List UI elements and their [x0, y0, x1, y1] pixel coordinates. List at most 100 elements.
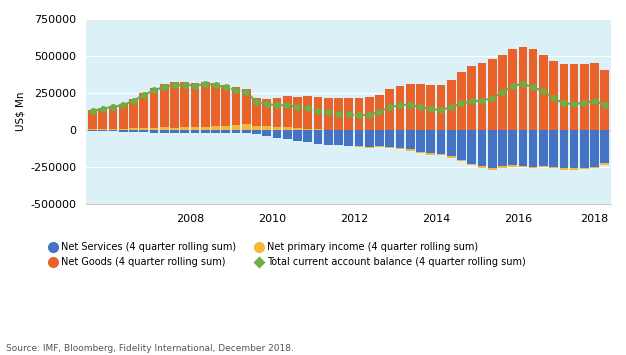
Bar: [488, 59, 496, 130]
Bar: [242, 89, 250, 124]
Bar: [273, 98, 281, 127]
Bar: [560, 64, 568, 130]
Bar: [467, 164, 476, 165]
Bar: [201, 130, 210, 133]
Bar: [180, 82, 189, 127]
Bar: [396, 148, 404, 149]
Bar: [386, 130, 394, 147]
Bar: [129, 130, 138, 132]
Bar: [109, 106, 118, 129]
Bar: [293, 130, 302, 141]
Bar: [518, 47, 527, 130]
Bar: [314, 97, 322, 129]
Bar: [180, 130, 189, 133]
Bar: [119, 104, 128, 129]
Bar: [232, 130, 240, 133]
Bar: [570, 168, 578, 170]
Bar: [354, 98, 363, 130]
Bar: [590, 64, 599, 130]
Bar: [560, 168, 568, 170]
Bar: [334, 130, 343, 145]
Bar: [314, 129, 322, 130]
Bar: [293, 129, 302, 130]
Bar: [170, 128, 179, 130]
Bar: [375, 94, 384, 130]
Bar: [600, 163, 609, 165]
Bar: [518, 130, 527, 166]
Bar: [98, 130, 107, 131]
Bar: [436, 130, 445, 154]
Bar: [344, 98, 353, 130]
Bar: [314, 130, 322, 144]
Bar: [344, 146, 353, 147]
Bar: [488, 168, 496, 170]
Bar: [426, 130, 435, 153]
Bar: [570, 130, 578, 168]
Bar: [88, 110, 97, 130]
Bar: [508, 165, 517, 166]
Bar: [457, 130, 466, 160]
Bar: [549, 167, 558, 168]
Bar: [222, 85, 230, 126]
Bar: [232, 125, 240, 130]
Bar: [600, 130, 609, 163]
Bar: [416, 84, 425, 130]
Bar: [252, 98, 261, 126]
Bar: [140, 130, 148, 132]
Bar: [344, 130, 353, 146]
Bar: [109, 129, 118, 130]
Bar: [119, 130, 128, 132]
Bar: [140, 93, 148, 128]
Bar: [498, 166, 506, 168]
Bar: [201, 82, 210, 127]
Bar: [529, 49, 538, 130]
Bar: [478, 130, 486, 166]
Bar: [232, 87, 240, 125]
Bar: [498, 55, 506, 130]
Bar: [406, 149, 414, 151]
Bar: [262, 130, 271, 136]
Bar: [600, 70, 609, 130]
Bar: [590, 130, 599, 167]
Bar: [334, 98, 343, 130]
Bar: [242, 130, 250, 133]
Bar: [191, 83, 199, 127]
Bar: [549, 130, 558, 167]
Bar: [324, 98, 332, 130]
Bar: [416, 152, 425, 153]
Bar: [242, 124, 250, 130]
Bar: [426, 153, 435, 155]
Bar: [109, 130, 118, 131]
Bar: [386, 147, 394, 148]
Bar: [170, 82, 179, 128]
Legend: Net Services (4 quarter rolling sum), Net Goods (4 quarter rolling sum), Net pri: Net Services (4 quarter rolling sum), Ne…: [49, 242, 526, 267]
Bar: [262, 99, 271, 126]
Bar: [467, 66, 476, 130]
Bar: [211, 126, 220, 130]
Bar: [529, 130, 538, 167]
Bar: [406, 130, 414, 149]
Bar: [580, 64, 588, 130]
Bar: [375, 130, 384, 147]
Bar: [549, 60, 558, 130]
Bar: [252, 130, 261, 134]
Bar: [324, 130, 332, 145]
Bar: [201, 127, 210, 130]
Bar: [191, 130, 199, 133]
Bar: [222, 130, 230, 133]
Bar: [304, 96, 312, 129]
Bar: [262, 126, 271, 130]
Bar: [252, 126, 261, 130]
Bar: [590, 167, 599, 168]
Bar: [98, 108, 107, 130]
Bar: [273, 127, 281, 130]
Bar: [180, 127, 189, 130]
Bar: [304, 129, 312, 130]
Text: Source: IMF, Bloomberg, Fidelity International, December 2018.: Source: IMF, Bloomberg, Fidelity Interna…: [6, 344, 294, 353]
Bar: [457, 160, 466, 161]
Bar: [539, 55, 548, 130]
Bar: [304, 130, 312, 142]
Bar: [160, 130, 168, 133]
Bar: [580, 130, 588, 168]
Bar: [478, 64, 486, 130]
